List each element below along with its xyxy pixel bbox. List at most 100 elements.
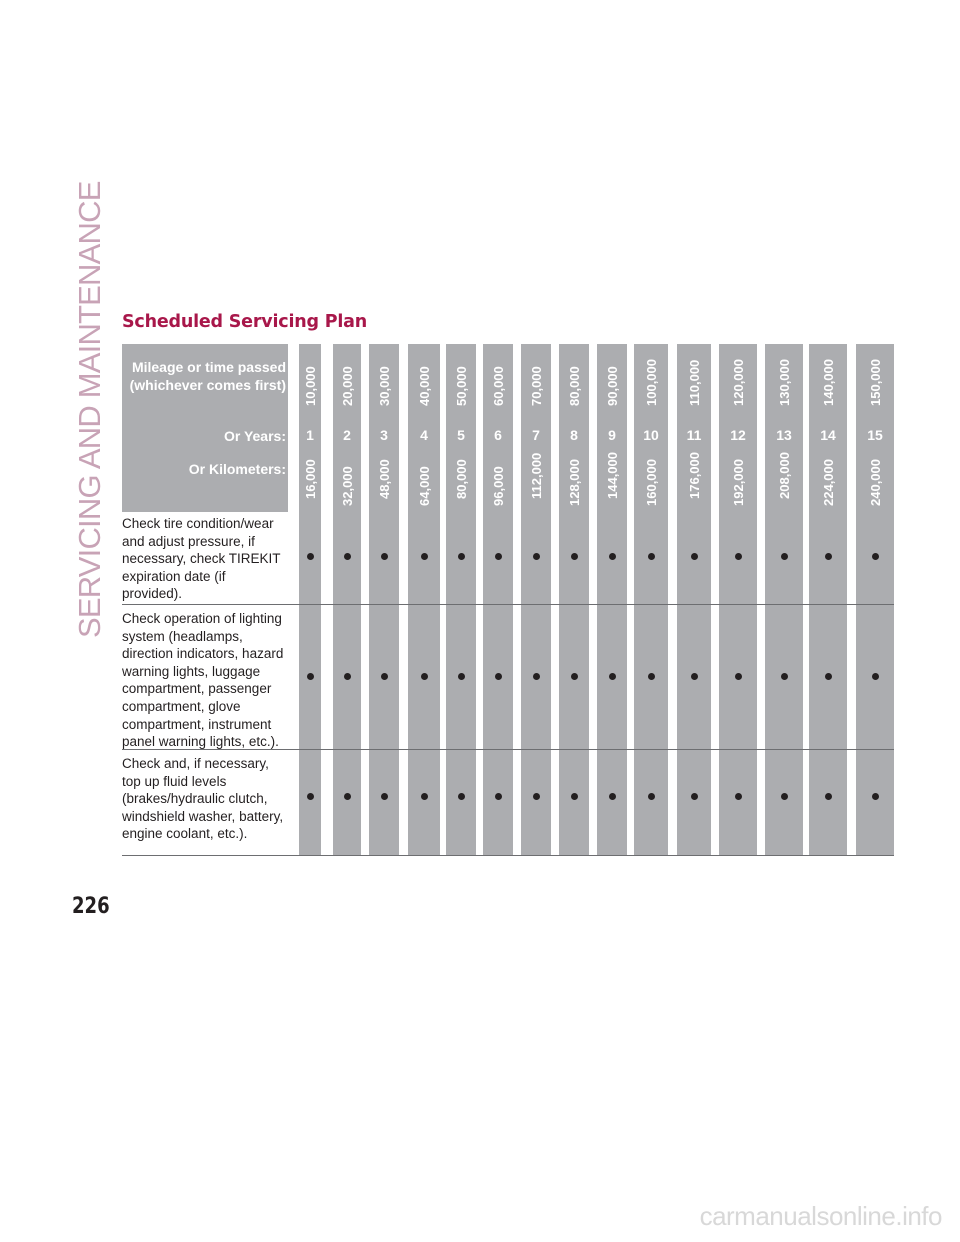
column-band bbox=[719, 344, 757, 855]
mileage-value: 130,000 bbox=[777, 359, 792, 406]
kilometer-value: 160,000 bbox=[644, 459, 659, 506]
service-dot bbox=[420, 792, 428, 800]
kilometer-value: 96,000 bbox=[491, 466, 506, 506]
mileage-value: 140,000 bbox=[821, 359, 836, 406]
service-dot bbox=[306, 552, 314, 560]
service-dot bbox=[420, 552, 428, 560]
kilometers-label: Or Kilometers: bbox=[188, 461, 286, 477]
column-band bbox=[333, 344, 361, 855]
kilometer-value: 224,000 bbox=[821, 459, 836, 506]
service-dot bbox=[343, 792, 351, 800]
task-line: system (headlamps, bbox=[122, 628, 243, 644]
task-line: panel warning lights, etc.). bbox=[122, 734, 279, 750]
service-dot bbox=[306, 792, 314, 800]
year-value: 9 bbox=[608, 427, 616, 443]
column-band bbox=[677, 344, 711, 855]
column-band bbox=[299, 344, 321, 855]
service-dot bbox=[457, 552, 465, 560]
row-divider bbox=[122, 604, 894, 605]
service-dot bbox=[532, 792, 540, 800]
task-line: direction indicators, hazard bbox=[122, 646, 284, 662]
watermark: carmanualsonline.info bbox=[699, 1201, 943, 1231]
mileage-value: 80,000 bbox=[567, 366, 582, 406]
service-dot bbox=[871, 672, 879, 680]
mileage-value: 20,000 bbox=[340, 366, 355, 406]
kilometer-value: 128,000 bbox=[567, 459, 582, 506]
column-band bbox=[856, 344, 894, 855]
task-description: Check operation of lighting system (headl… bbox=[122, 610, 292, 751]
service-dot bbox=[690, 672, 698, 680]
service-dot bbox=[824, 672, 832, 680]
service-dot bbox=[570, 792, 578, 800]
service-dot bbox=[608, 672, 616, 680]
row-divider bbox=[122, 749, 894, 750]
year-value: 12 bbox=[730, 427, 746, 443]
service-dot bbox=[608, 552, 616, 560]
service-dot bbox=[343, 552, 351, 560]
service-dot bbox=[690, 792, 698, 800]
service-dot bbox=[343, 672, 351, 680]
kilometer-value: 192,000 bbox=[731, 459, 746, 506]
year-value: 14 bbox=[820, 427, 836, 443]
mileage-value: 50,000 bbox=[454, 366, 469, 406]
service-dot bbox=[380, 672, 388, 680]
column-band bbox=[521, 344, 551, 855]
column-band bbox=[809, 344, 847, 855]
task-line: compartment, instrument bbox=[122, 716, 272, 732]
kilometer-value: 240,000 bbox=[868, 459, 883, 506]
task-line: compartment, passenger bbox=[122, 681, 272, 697]
kilometer-value: 80,000 bbox=[454, 459, 469, 499]
service-dot bbox=[570, 552, 578, 560]
mileage-value: 110,000 bbox=[687, 359, 702, 406]
mileage-value: 90,000 bbox=[605, 366, 620, 406]
mileage-label-line: (whichever comes first) bbox=[129, 377, 286, 393]
service-dot bbox=[608, 792, 616, 800]
mileage-value: 150,000 bbox=[868, 359, 883, 406]
column-band bbox=[597, 344, 627, 855]
column-band bbox=[446, 344, 476, 855]
kilometer-value: 64,000 bbox=[417, 466, 432, 506]
year-value: 6 bbox=[494, 427, 502, 443]
service-dot bbox=[780, 672, 788, 680]
mileage-value: 10,000 bbox=[303, 366, 318, 406]
column-band bbox=[559, 344, 589, 855]
service-dot bbox=[734, 552, 742, 560]
task-line: Check operation of lighting bbox=[122, 611, 282, 626]
page-number: 226 bbox=[72, 894, 110, 919]
year-value: 15 bbox=[867, 427, 883, 443]
task-line: Check tire condition/wear bbox=[122, 516, 274, 531]
service-dot bbox=[690, 552, 698, 560]
task-line: engine coolant, etc.). bbox=[122, 826, 248, 842]
task-description: Check and, if necessary, top up fluid lev… bbox=[122, 755, 292, 843]
kilometer-value: 176,000 bbox=[687, 452, 702, 499]
service-dot bbox=[494, 552, 502, 560]
mileage-value: 100,000 bbox=[644, 359, 659, 406]
service-dot bbox=[306, 672, 314, 680]
column-band bbox=[634, 344, 668, 855]
mileage-label: Mileage or time passed (whichever comes f… bbox=[130, 358, 286, 394]
column-band bbox=[369, 344, 399, 855]
year-value: 10 bbox=[643, 427, 659, 443]
service-dot bbox=[457, 792, 465, 800]
service-dot bbox=[532, 672, 540, 680]
year-value: 13 bbox=[776, 427, 792, 443]
service-dot bbox=[824, 552, 832, 560]
kilometer-value: 32,000 bbox=[340, 466, 355, 506]
row-divider bbox=[122, 855, 894, 856]
section-title: Scheduled Servicing Plan bbox=[122, 312, 368, 332]
service-dot bbox=[780, 552, 788, 560]
year-value: 8 bbox=[570, 427, 578, 443]
service-dot bbox=[647, 672, 655, 680]
service-dot bbox=[780, 792, 788, 800]
mileage-value: 30,000 bbox=[377, 366, 392, 406]
year-value: 7 bbox=[532, 427, 540, 443]
mileage-value: 120,000 bbox=[731, 359, 746, 406]
task-description: Check tire condition/wear and adjust pres… bbox=[122, 515, 292, 603]
service-dot bbox=[380, 792, 388, 800]
year-value: 5 bbox=[457, 427, 465, 443]
column-band bbox=[765, 344, 803, 855]
service-dot bbox=[570, 672, 578, 680]
service-dot bbox=[824, 792, 832, 800]
task-line: top up fluid levels bbox=[122, 773, 227, 789]
header-label-band bbox=[122, 344, 288, 512]
